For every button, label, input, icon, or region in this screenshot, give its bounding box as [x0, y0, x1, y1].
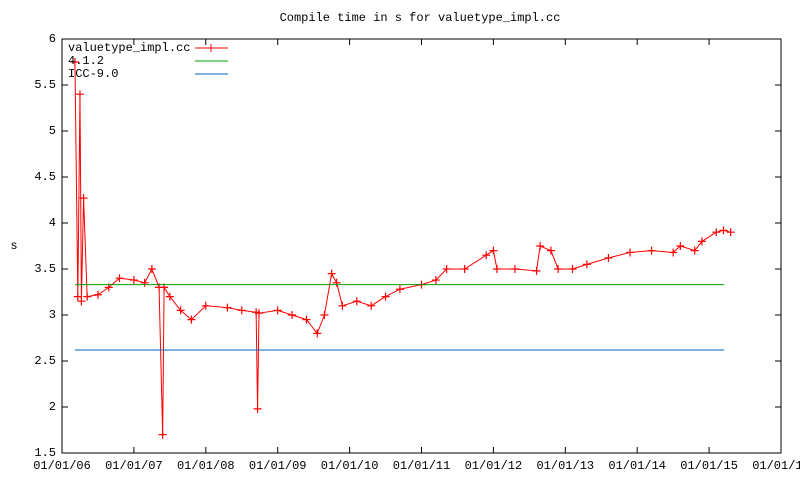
point-marker: [93, 290, 102, 299]
plot-frame: [61, 38, 782, 454]
series-line: [74, 61, 731, 435]
x-tick-label: 01/01/09: [249, 459, 307, 473]
point-marker: [253, 404, 262, 413]
point-marker: [647, 246, 656, 255]
point-marker: [147, 265, 156, 273]
y-tick-label: 2.5: [34, 354, 56, 368]
y-tick-label: 3: [49, 308, 56, 322]
point-marker: [546, 246, 555, 255]
point-marker: [536, 242, 545, 250]
point-marker: [626, 248, 635, 257]
x-tick-label: 01/01/11: [393, 459, 451, 473]
point-marker: [482, 251, 491, 260]
point-marker: [395, 285, 404, 294]
point-marker: [158, 430, 167, 439]
point-marker: [604, 253, 613, 262]
x-tick-label: 01/01/06: [33, 459, 91, 473]
legend-label: ICC-9.0: [68, 67, 118, 81]
point-marker: [669, 248, 678, 257]
x-tick-label: 01/01/13: [536, 459, 594, 473]
point-marker: [77, 297, 86, 306]
x-tick-label: 01/01/10: [321, 459, 379, 473]
point-marker: [327, 269, 336, 278]
x-tick-label: 01/01/07: [105, 459, 163, 473]
point-marker: [129, 276, 138, 285]
point-marker: [532, 266, 541, 275]
point-marker: [237, 306, 246, 315]
point-marker: [712, 228, 721, 237]
point-marker: [510, 265, 519, 273]
point-marker: [568, 265, 577, 273]
point-marker: [719, 226, 728, 235]
point-marker: [313, 329, 322, 338]
point-marker: [288, 311, 297, 319]
legend-label: valuetype_impl.cc: [68, 41, 190, 55]
point-marker: [70, 58, 79, 66]
point-marker: [115, 274, 124, 283]
legend-label: 4.1.2: [68, 54, 104, 68]
point-marker: [676, 242, 685, 250]
legend-swatch: [207, 44, 215, 52]
point-marker: [255, 309, 264, 318]
y-axis-label: s: [10, 239, 17, 253]
point-marker: [381, 292, 390, 301]
point-marker: [79, 194, 88, 203]
point-marker: [338, 301, 347, 310]
point-marker: [223, 303, 232, 312]
point-marker: [201, 301, 210, 310]
point-marker: [176, 306, 185, 315]
point-marker: [442, 265, 451, 273]
point-marker: [273, 306, 282, 315]
point-marker: [75, 90, 84, 99]
y-tick-label: 5: [49, 124, 56, 138]
point-marker: [489, 246, 498, 255]
point-marker: [352, 297, 361, 306]
y-tick-label: 6: [49, 32, 56, 46]
point-marker: [140, 278, 149, 287]
point-marker: [187, 315, 196, 324]
y-tick-label: 5.5: [34, 78, 56, 92]
point-marker: [492, 265, 501, 273]
y-tick-label: 4.5: [34, 170, 56, 184]
point-marker: [320, 311, 329, 319]
point-marker: [554, 265, 563, 273]
point-marker: [697, 237, 706, 246]
point-marker: [332, 278, 341, 287]
y-tick-label: 4: [49, 216, 56, 230]
y-tick-label: 3.5: [34, 262, 56, 276]
x-tick-label: 01/01/12: [465, 459, 523, 473]
point-marker: [302, 315, 311, 324]
y-tick-label: 1.5: [34, 446, 56, 460]
point-marker: [460, 265, 469, 273]
y-tick-label: 2: [49, 400, 56, 414]
point-marker: [73, 292, 82, 301]
x-tick-label: 01/01/08: [177, 459, 235, 473]
x-tick-label: 01/01/16: [752, 459, 800, 473]
x-tick-label: 01/01/15: [680, 459, 738, 473]
point-marker: [83, 292, 92, 301]
point-marker: [431, 276, 440, 285]
x-tick-label: 01/01/14: [608, 459, 666, 473]
chart-title: Compile time in s for valuetype_impl.cc: [280, 11, 561, 25]
point-marker: [690, 246, 699, 255]
point-marker: [726, 228, 735, 237]
point-marker: [582, 260, 591, 269]
point-marker: [367, 301, 376, 310]
point-marker: [165, 292, 174, 301]
